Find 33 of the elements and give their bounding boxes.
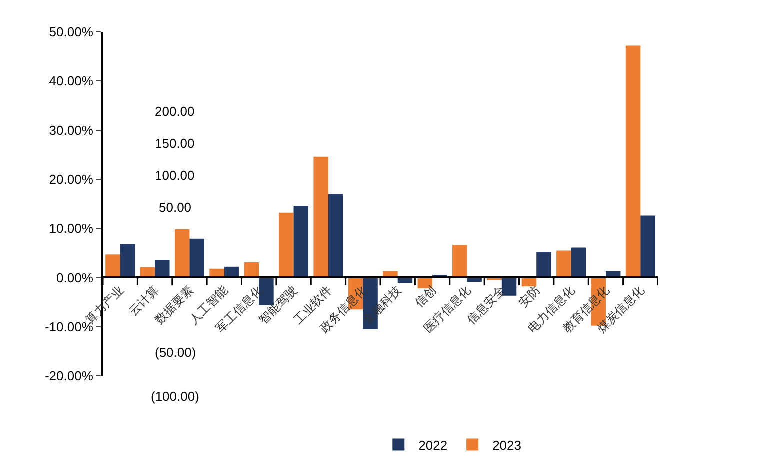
bar	[279, 212, 294, 278]
y-tick-label: 30.00%	[49, 122, 94, 138]
annotation: 50.00	[159, 200, 192, 215]
bar	[190, 238, 204, 278]
bar	[294, 206, 309, 278]
annotation: 100.00	[155, 168, 195, 183]
bar	[120, 244, 136, 278]
y-tick-label: 0.00%	[56, 270, 94, 286]
bar	[556, 250, 572, 278]
legend-label: 2022	[418, 438, 448, 453]
bar	[174, 230, 190, 278]
bar	[106, 254, 120, 278]
text: (100.00)	[151, 389, 200, 404]
legend-label: 2023	[492, 438, 522, 453]
bar	[536, 252, 552, 278]
y-tick-label: 10.00%	[49, 221, 94, 236]
y-tick-label: 50.00%	[49, 24, 94, 40]
annotation: 200.00	[155, 104, 195, 119]
bar	[571, 248, 586, 278]
annotation: (50.00)	[155, 345, 196, 360]
y-tick-label: -20.00%	[44, 368, 94, 384]
bar	[626, 46, 641, 278]
bar	[328, 194, 344, 278]
y-tick-label: 40.00%	[49, 74, 94, 89]
bar	[244, 262, 260, 278]
bar	[452, 245, 468, 278]
y-tick-label: 20.00%	[49, 172, 94, 187]
x-tick-label: 信创	[412, 283, 439, 310]
bar	[155, 260, 170, 278]
x-tick-label: 安防	[516, 283, 543, 310]
bar	[314, 156, 328, 278]
annotation: 150.00	[155, 136, 195, 151]
bar	[640, 216, 656, 278]
